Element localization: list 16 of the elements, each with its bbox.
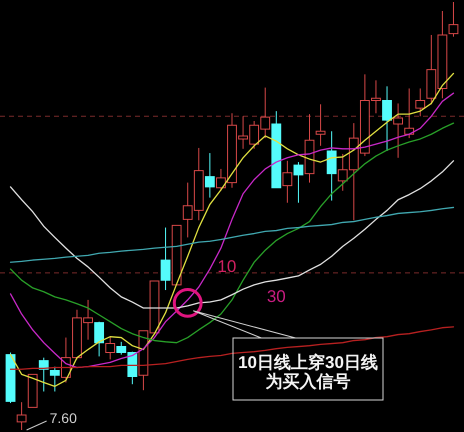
candlestick (105, 337, 116, 360)
candlestick (382, 86, 392, 152)
candlestick (50, 366, 60, 392)
candlestick (316, 104, 326, 146)
candlestick (294, 162, 304, 204)
candlestick (393, 102, 404, 158)
candlestick (415, 88, 426, 117)
annotation: 10日线上穿30日线为买入信号 (238, 353, 378, 391)
candlestick (94, 321, 104, 357)
candlestick (282, 160, 292, 204)
annotation: 7.60 (50, 410, 78, 426)
candlestick (326, 130, 337, 202)
series-label: 10 (217, 257, 236, 276)
candlestick (204, 152, 215, 198)
series-label: 30 (266, 287, 286, 306)
candlestick (160, 227, 170, 291)
